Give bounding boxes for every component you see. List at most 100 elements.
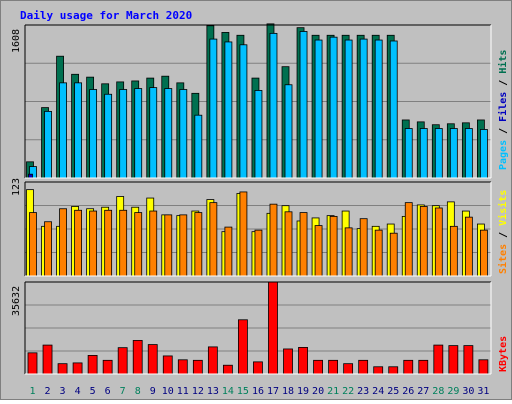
legend-sites: Sites [497, 244, 509, 274]
kbytes-bar [222, 364, 233, 375]
sites-bar [29, 212, 37, 277]
pages-bar [179, 89, 188, 179]
panel-1-legend: Pages / Files / Hits [497, 50, 509, 170]
sites-bar [299, 212, 308, 277]
x-tick-label-day-16: 16 [252, 386, 264, 397]
x-tick-label-day-24: 24 [372, 386, 384, 397]
pages-bar [464, 128, 473, 179]
kbytes-bar [27, 352, 38, 375]
x-tick-label-day-27: 27 [417, 386, 429, 397]
pages-bar [434, 128, 443, 179]
kbytes-bar [147, 344, 158, 375]
kbytes-bar [463, 345, 474, 375]
x-tick-label-day-30: 30 [462, 386, 474, 397]
pages-bar [104, 93, 113, 179]
pages-bar [74, 82, 82, 179]
x-tick-label-day-5: 5 [90, 386, 96, 397]
x-tick-label-day-29: 29 [447, 386, 459, 397]
legend-separator: / [498, 74, 509, 92]
pages-bar [389, 40, 398, 179]
kbytes-bar [298, 347, 308, 375]
pages-bar [119, 89, 128, 179]
x-tick-label-day-20: 20 [312, 386, 324, 397]
kbytes-bar [192, 359, 203, 375]
sites-bar [389, 232, 398, 277]
x-tick-label-day-4: 4 [75, 386, 81, 397]
sites-bar [344, 227, 353, 277]
sites-bar [119, 209, 128, 277]
panel-2-legend: Sites / Visits [497, 190, 509, 274]
x-tick-label-day-19: 19 [297, 386, 309, 397]
pages-bar [89, 89, 98, 179]
sites-bar [194, 212, 203, 277]
kbytes-bar [313, 359, 323, 375]
panel-3-ymax-label: 35632 [11, 286, 22, 316]
chart-title: Daily usage for March 2020 [20, 9, 192, 22]
pages-bar [269, 32, 278, 179]
sites-bar [329, 215, 338, 277]
sites-bar [479, 229, 488, 277]
x-tick-label-day-7: 7 [120, 386, 126, 397]
pages-bar [254, 90, 263, 179]
x-tick-label-day-6: 6 [105, 386, 111, 397]
pages-bar [284, 84, 293, 179]
x-tick-label-day-14: 14 [222, 386, 234, 397]
legend-hits: Hits [497, 50, 509, 74]
kbytes-bar [87, 355, 98, 375]
sites-bar [224, 226, 233, 277]
kbytes-bar [162, 355, 173, 375]
legend-separator: / [498, 122, 509, 140]
x-tick-label-day-26: 26 [402, 386, 414, 397]
pages-bar [359, 38, 368, 179]
pages-bar [479, 129, 488, 179]
x-tick-label-day-21: 21 [327, 386, 339, 397]
legend-pages: Pages [498, 140, 509, 170]
pages-bar [164, 88, 173, 179]
kbytes-bar [343, 363, 354, 375]
sites-bar [254, 229, 263, 277]
kbytes-bar [388, 366, 399, 375]
sites-bar [434, 207, 443, 277]
kbytes-bar [328, 359, 339, 375]
kbytes-bar [207, 346, 218, 375]
pages-bar [449, 128, 458, 179]
sites-bar [44, 221, 52, 277]
pages-bar [194, 114, 203, 179]
sites-bar [449, 225, 458, 277]
kbytes-bar [478, 359, 489, 375]
sites-bar [149, 210, 158, 277]
sites-bar [374, 229, 383, 277]
x-tick-label-day-23: 23 [357, 386, 369, 397]
x-tick-label-day-28: 28 [432, 386, 444, 397]
kbytes-bar [102, 359, 113, 375]
kbytes-bar [72, 362, 83, 375]
pages-bar [344, 39, 353, 179]
panel-2-ymax-label: 123 [11, 178, 22, 196]
sites-bar [419, 206, 428, 277]
pages-bar [404, 128, 413, 179]
x-tick-label-day-10: 10 [162, 386, 174, 397]
x-tick-label-day-11: 11 [177, 386, 189, 397]
pages-bar [209, 38, 218, 179]
x-tick-label-day-25: 25 [387, 386, 399, 397]
sites-bar [359, 218, 368, 277]
sites-bar [239, 191, 248, 277]
x-tick-label-day-3: 3 [60, 386, 66, 397]
sites-bar [284, 211, 293, 277]
kbytes-bar [132, 340, 143, 375]
pages-bar [419, 128, 428, 179]
sites-bar [269, 203, 278, 277]
kbytes-bar [373, 366, 384, 375]
x-tick-label-day-12: 12 [192, 386, 204, 397]
pages-bar [44, 110, 52, 179]
pages-bar [314, 39, 323, 179]
pages-bar [299, 31, 308, 179]
kbytes-bar [283, 348, 293, 375]
kbytes-bar [358, 359, 369, 375]
sites-bar [209, 202, 218, 277]
pages-bar [374, 39, 383, 179]
sites-bar [179, 214, 188, 277]
kbytes-bar [433, 344, 444, 375]
x-tick-label-day-13: 13 [207, 386, 219, 397]
x-tick-label-day-1: 1 [29, 386, 35, 397]
